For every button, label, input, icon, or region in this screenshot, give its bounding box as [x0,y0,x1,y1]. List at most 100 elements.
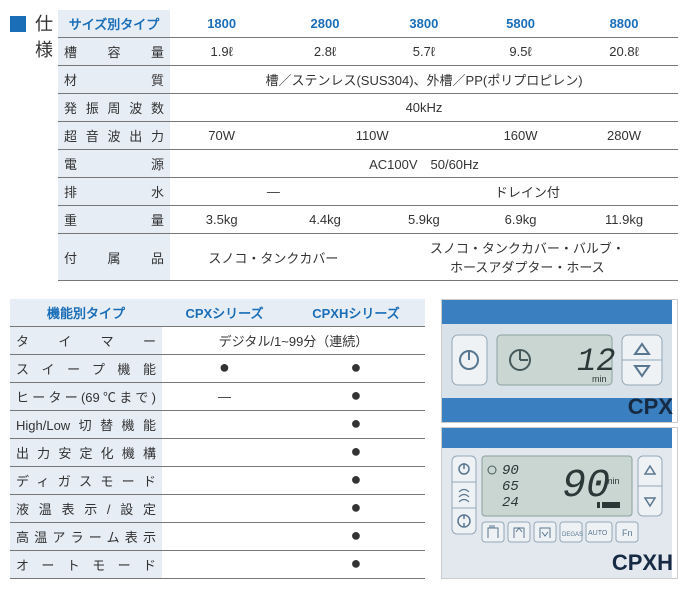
feature-dot-icon: ● [351,417,362,429]
table-row: 重量3.5kg4.4kg5.9kg6.9kg11.9kg [58,206,678,234]
section-title: 仕様 [30,10,56,66]
spec-row-label: 排水 [58,178,170,206]
func-cell: ● [287,551,425,579]
spec-cell: 20.8ℓ [570,38,678,66]
table-row: ディガスモード ● [10,467,425,495]
spec-cell: 2.8ℓ [273,38,376,66]
cpxh-label: CPXH [612,550,673,576]
func-cell [162,439,287,467]
table-row: 電源AC100V 50/60Hz [58,150,678,178]
func-header-label: 機能別タイプ [10,299,162,327]
feature-dot-icon: ● [219,361,230,373]
func-row-label: タイマー [10,327,162,355]
table-row: High/Low切替機能 ● [10,411,425,439]
function-table: 機能別タイプCPXシリーズCPXHシリーズ タイマーデジタル/1~99分（連続）… [10,299,425,579]
func-cell: ● [287,495,425,523]
spec-cell: 110W [273,122,471,150]
feature-dot-icon: ● [351,445,362,457]
func-row-label: 出力安定化機構 [10,439,162,467]
cpx-label: CPX [628,394,673,420]
spec-cell: 11.9kg [570,206,678,234]
func-cell: ● [287,467,425,495]
func-cell [162,467,287,495]
table-row: タイマーデジタル/1~99分（連続） [10,327,425,355]
func-cell [162,495,287,523]
func-row-label: 液温表示/設定 [10,495,162,523]
func-row-label: ヒーター(69℃まで) [10,383,162,411]
func-cell [162,551,287,579]
svg-text:24: 24 [502,495,519,511]
feature-dot-icon: ● [351,501,362,513]
section-marker [10,16,26,32]
spec-cell: 3.5kg [170,206,273,234]
spec-row-label: 電源 [58,150,170,178]
table-row: 発振周波数40kHz [58,94,678,122]
spec-row-label: 超音波出力 [58,122,170,150]
func-cell: ● [287,439,425,467]
table-row: 槽容量1.9ℓ2.8ℓ5.7ℓ9.5ℓ20.8ℓ [58,38,678,66]
spec-row-label: 材質 [58,66,170,94]
func-cell: ● [287,355,425,383]
spec-row-label: 付属品 [58,234,170,281]
svg-text:min: min [605,476,620,486]
svg-text:65: 65 [502,479,519,495]
spec-header-model: 1800 [170,10,273,38]
spec-cell: 9.5ℓ [471,38,570,66]
spec-row-label: 槽容量 [58,38,170,66]
table-row: 液温表示/設定 ● [10,495,425,523]
feature-dot-icon: ● [351,557,362,569]
spec-cell: 4.4kg [273,206,376,234]
spec-cell: 槽／ステンレス(SUS304)、外槽／PP(ポリプロピレン) [170,66,678,94]
spec-cell: 1.9ℓ [170,38,273,66]
spec-cell: 70W [170,122,273,150]
table-row: 超音波出力70W110W160W280W [58,122,678,150]
func-cell: ● [287,411,425,439]
table-row: 排水―ドレイン付 [58,178,678,206]
spec-header-label: サイズ別タイプ [58,10,170,38]
func-row-label: ディガスモード [10,467,162,495]
feature-dot-icon: ● [351,529,362,541]
spec-cell: 5.9kg [377,206,471,234]
func-cell: ● [287,523,425,551]
func-row-label: High/Low切替機能 [10,411,162,439]
table-row: 出力安定化機構 ● [10,439,425,467]
spec-cell: スノコ・タンクカバー [170,234,377,281]
feature-dot-icon: ● [351,389,362,401]
spec-header-model: 3800 [377,10,471,38]
spec-table: サイズ別タイプ18002800380058008800 槽容量1.9ℓ2.8ℓ5… [58,10,678,281]
spec-cell: 160W [471,122,570,150]
table-row: 付属品スノコ・タンクカバースノコ・タンクカバー・バルブ・ホースアダプター・ホース [58,234,678,281]
spec-cell: 5.7ℓ [377,38,471,66]
svg-text:DEGAS: DEGAS [562,532,583,538]
spec-cell: AC100V 50/60Hz [170,150,678,178]
table-row: オートモード● [10,551,425,579]
table-row: ヒーター(69℃まで)― ● [10,383,425,411]
func-cell: ― [162,383,287,411]
cpxh-panel: 90 65 24 90 min [441,427,678,579]
spec-cell: ― [170,178,377,206]
spec-row-label: 重量 [58,206,170,234]
func-cell [162,523,287,551]
func-cell: デジタル/1~99分（連続） [162,327,425,355]
table-row: スイープ機能 ● ● [10,355,425,383]
svg-text:min: min [592,374,607,384]
svg-text:90: 90 [502,463,519,479]
spec-header-model: 5800 [471,10,570,38]
func-row-label: 高温アラーム表示 [10,523,162,551]
cpx-panel: 12 min CPX [441,299,678,423]
spec-cell: 280W [570,122,678,150]
spec-cell: ドレイン付 [377,178,678,206]
feature-dot-icon: ● [351,361,362,373]
spec-header-model: 8800 [570,10,678,38]
table-row: 高温アラーム表示 ● [10,523,425,551]
svg-text:AUTO: AUTO [588,530,608,537]
feature-dot-icon: ● [351,473,362,485]
func-cell: ● [162,355,287,383]
svg-text:Fn: Fn [622,528,633,538]
spec-cell: スノコ・タンクカバー・バルブ・ホースアダプター・ホース [377,234,678,281]
spec-cell: 6.9kg [471,206,570,234]
func-row-label: スイープ機能 [10,355,162,383]
spec-header-model: 2800 [273,10,376,38]
func-header-series: CPXシリーズ [162,299,287,327]
spec-cell: 40kHz [170,94,678,122]
